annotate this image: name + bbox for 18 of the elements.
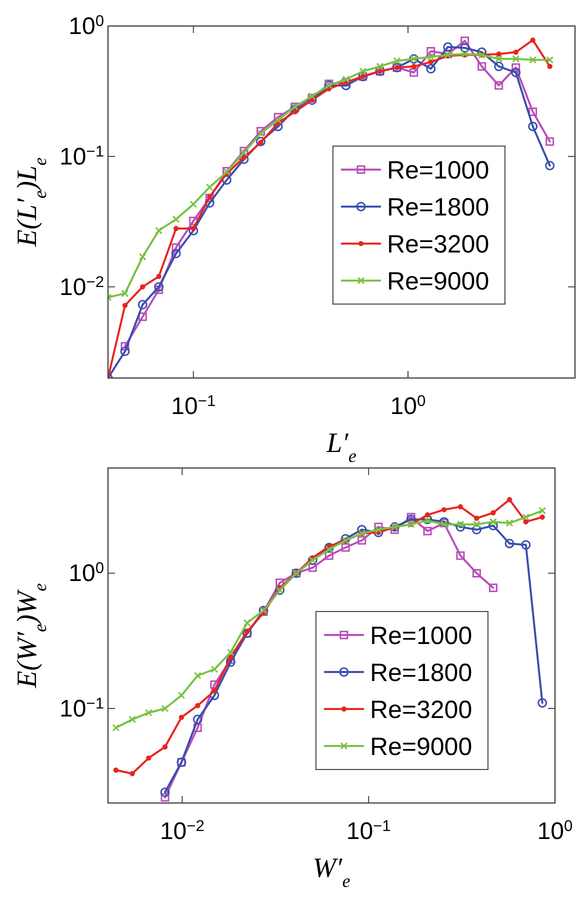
legend-label: Re=3200 (386, 230, 490, 259)
x-tick-label: 10$^{−2}$ (160, 818, 204, 845)
x-tick-label: 10$^{−1}$ (346, 818, 391, 845)
y-tick-label: 10$^{−2}$ (60, 273, 104, 301)
legend-label: Re=1000 (386, 156, 490, 185)
legend-label: Re=9000 (386, 268, 490, 296)
y-tick-label: 10$^{0}$ (68, 560, 104, 588)
legend-label: Re=1800 (386, 194, 490, 222)
x-tick-label: 10$^{0}$ (537, 818, 574, 845)
legend-label: Re=1800 (370, 659, 472, 687)
legend-label: Re=3200 (370, 696, 472, 724)
y-tick-label: 10$^{0}$ (68, 12, 104, 40)
y-tick-label: 10$^{−1}$ (60, 694, 104, 722)
legend-label: Re=1000 (370, 622, 472, 650)
x-axis-title: W′$_{e}$ (312, 853, 350, 891)
legend-label: Re=9000 (370, 733, 472, 761)
y-tick-label: 10$^{−1}$ (60, 142, 104, 170)
x-axis-title: L′$_{e}$ (326, 428, 356, 466)
